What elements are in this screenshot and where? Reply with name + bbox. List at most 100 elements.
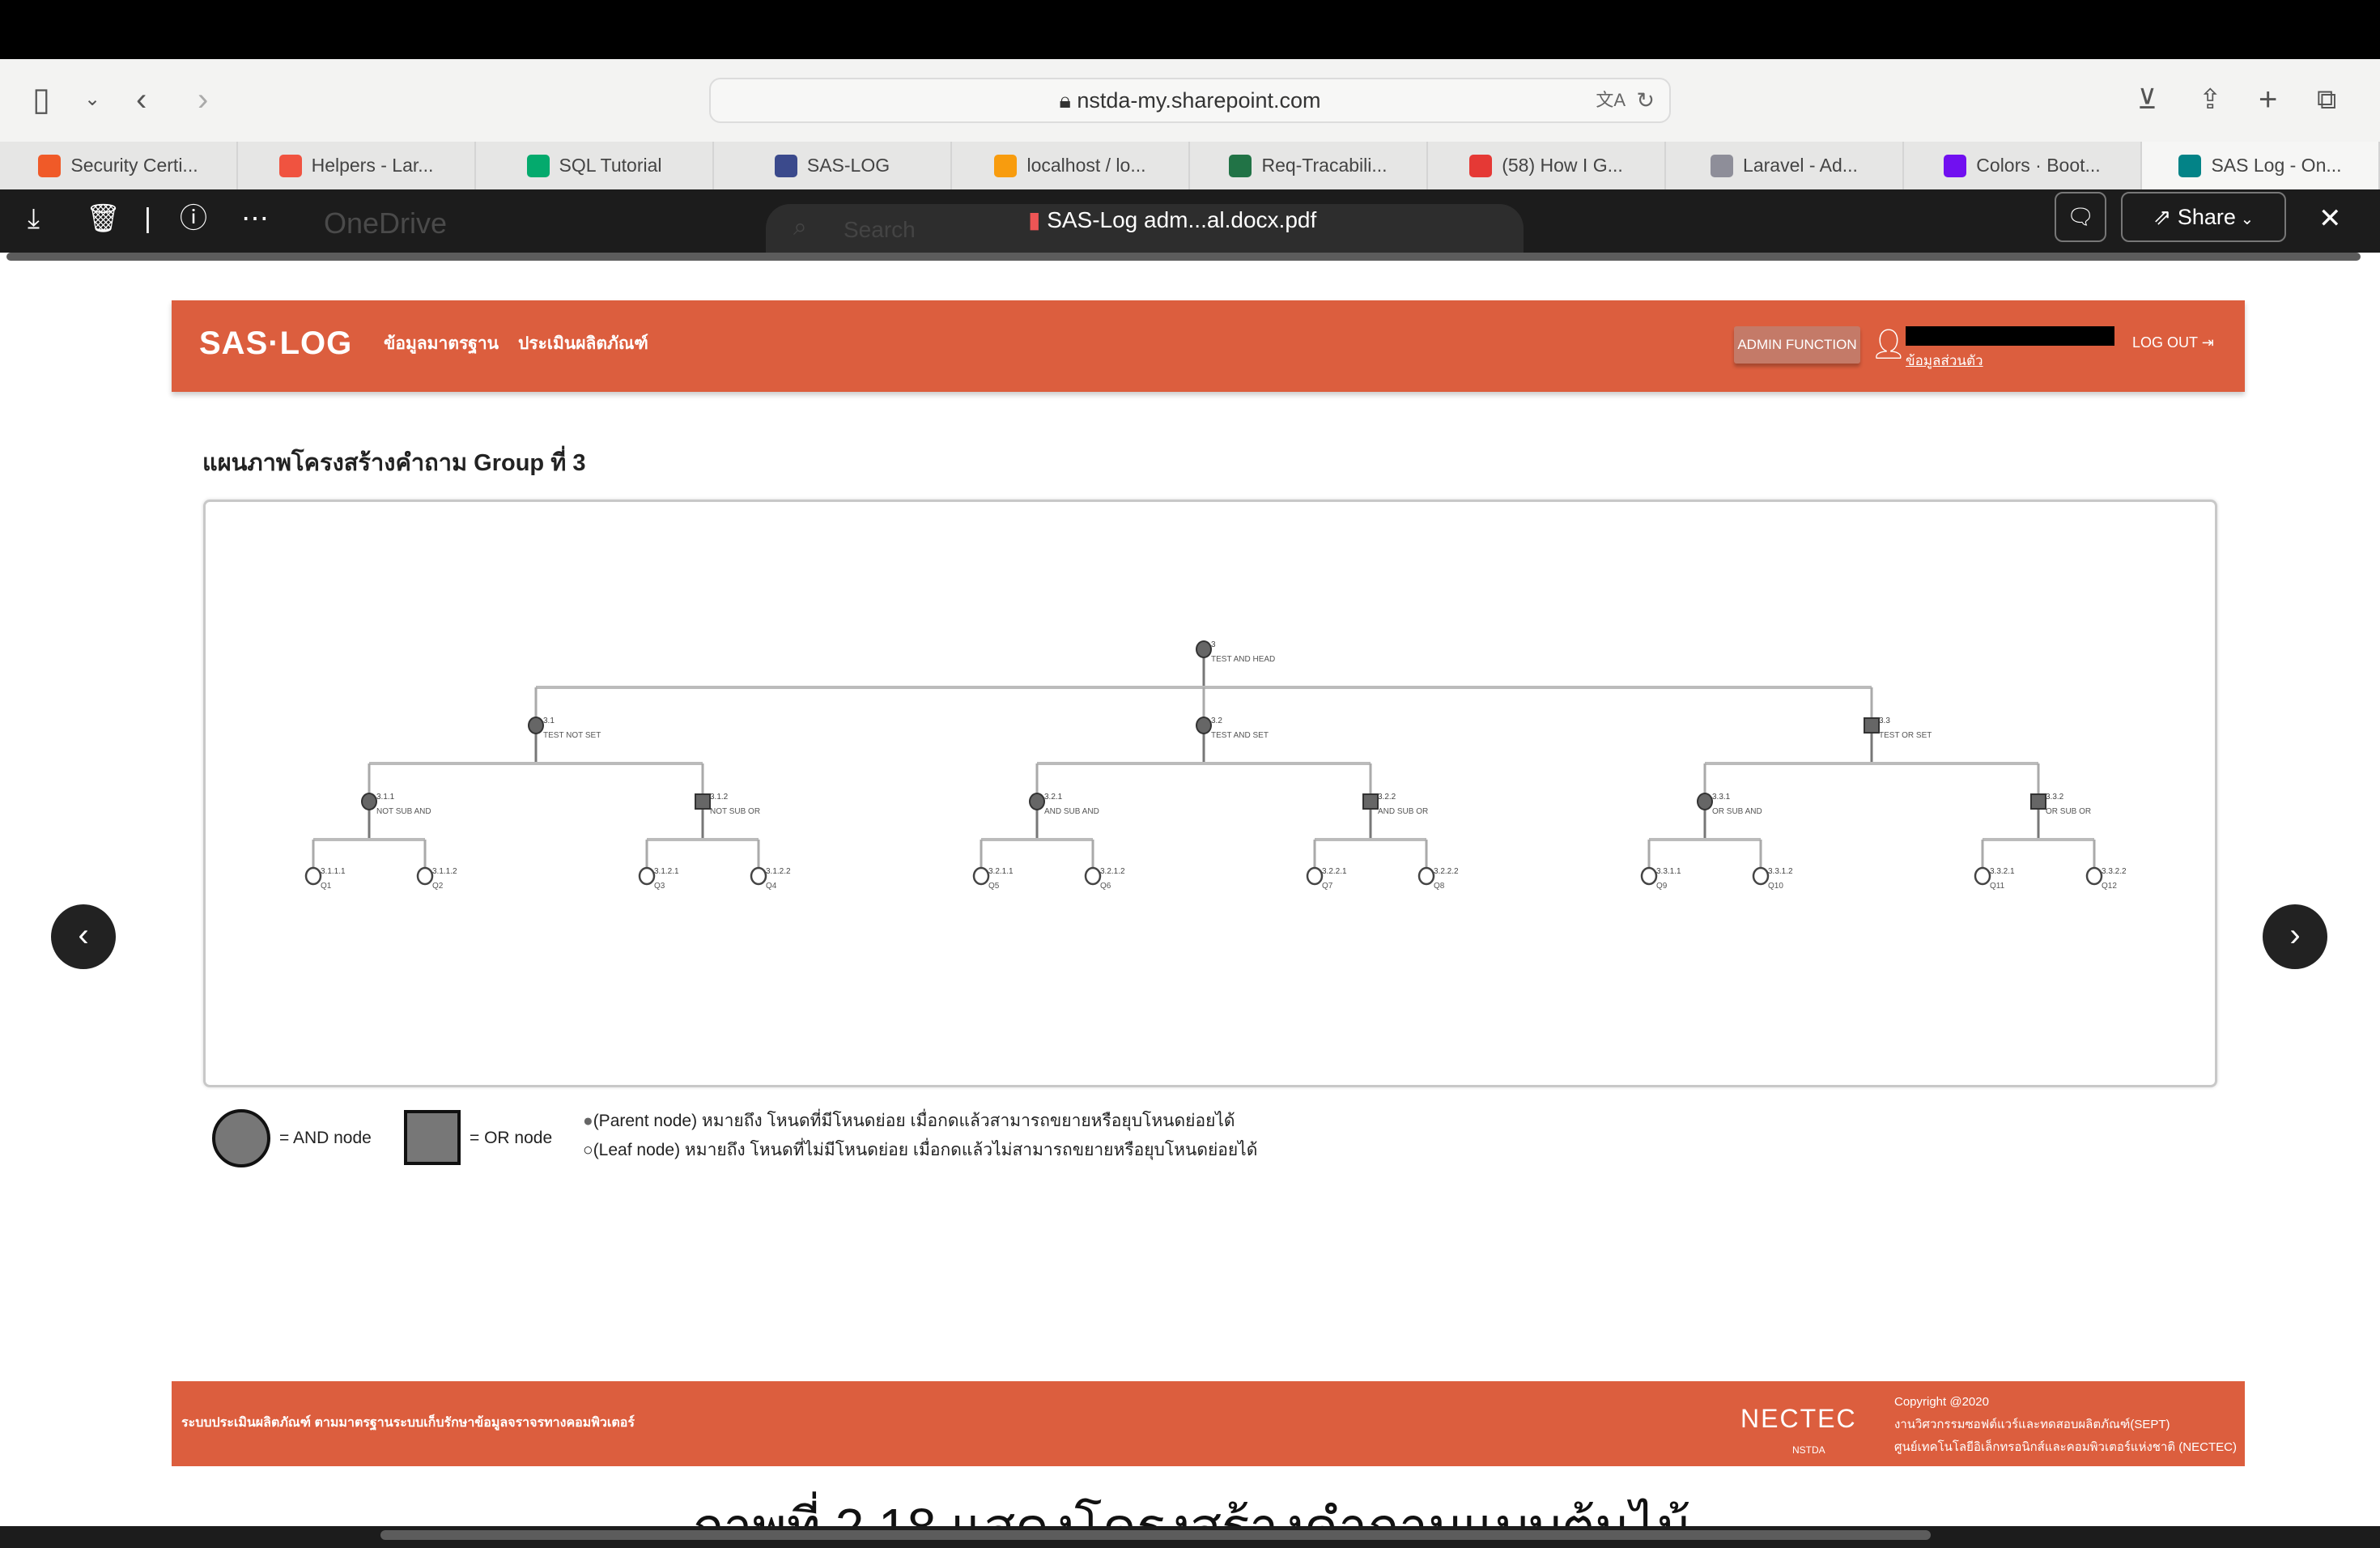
excel-favicon-icon	[1229, 154, 1252, 177]
nav-standard-data[interactable]: ข้อมูลมาตรฐาน	[384, 334, 499, 353]
more-icon[interactable]: ⋯	[241, 203, 269, 234]
saslog-favicon-icon	[774, 154, 797, 177]
browser-tab[interactable]: Req-Tracabili...	[1190, 142, 1428, 189]
laravel-favicon-icon	[278, 154, 302, 177]
browser-tab[interactable]: Laravel - Ad...	[1666, 142, 1904, 189]
profile-link[interactable]: ข้อมูลส่วนตัว	[1906, 353, 1983, 368]
and-node[interactable]	[361, 793, 377, 810]
and-node[interactable]	[1029, 793, 1045, 810]
sidebar-icon[interactable]: ▯	[32, 82, 51, 117]
horizontal-scrollbar-bottom[interactable]	[380, 1530, 1931, 1540]
tab-label: Req-Tracabili...	[1261, 155, 1388, 176]
node-id: 3.1.2.1	[654, 867, 679, 876]
node-name: Q10	[1768, 882, 1783, 891]
tab-label: SAS-LOG	[806, 155, 890, 176]
leaf-node[interactable]	[1306, 866, 1324, 886]
browser-tab[interactable]: SQL Tutorial	[476, 142, 714, 189]
translate-icon[interactable]: 文A	[1596, 90, 1626, 110]
leaf-node-text: (Leaf node) หมายถึง โหนดที่ไม่มีโหนดย่อย…	[593, 1141, 1258, 1159]
or-node[interactable]	[2030, 793, 2046, 810]
pdf-file-icon: ▮	[1028, 207, 1048, 232]
leaf-node[interactable]	[1640, 866, 1658, 886]
user-icon: 👤︎	[1870, 327, 1907, 360]
leaf-node[interactable]	[972, 866, 990, 886]
and-node[interactable]	[1697, 793, 1713, 810]
phpmyadmin-favicon-icon	[994, 154, 1018, 177]
share-icon[interactable]: ⇪	[2199, 84, 2222, 115]
node-name: Q6	[1100, 882, 1111, 891]
browser-tab[interactable]: Colors · Boot...	[1904, 142, 2142, 189]
lock-icon: 🔒︎	[1059, 88, 1077, 113]
saslog-logo[interactable]: SAS·LOG	[199, 325, 353, 361]
download-icon[interactable]: ⤓	[28, 203, 40, 234]
node-name: Q8	[1434, 882, 1445, 891]
logout-icon: ⇥	[2201, 334, 2214, 351]
nav-product-evaluation[interactable]: ประเมินผลิตภัณฑ์	[517, 334, 648, 353]
node-name: Q12	[2102, 882, 2117, 891]
and-node[interactable]	[1196, 640, 1212, 658]
leaf-node[interactable]	[304, 866, 322, 886]
share-icon: ⇗	[2153, 205, 2178, 229]
w3schools-favicon-icon	[526, 154, 550, 177]
browser-tab[interactable]: SAS Log - On...	[2142, 142, 2380, 189]
logout-button[interactable]: LOG OUT ⇥	[2132, 334, 2214, 351]
info-icon[interactable]: ⓘ	[180, 203, 207, 234]
document-title: ▮ SAS-Log adm...al.docx.pdf	[1028, 204, 1316, 236]
download-icon[interactable]: ⊻	[2137, 84, 2157, 115]
or-node[interactable]	[695, 793, 711, 810]
horizontal-scrollbar[interactable]	[6, 253, 2361, 261]
leaf-node[interactable]	[1084, 866, 1102, 886]
leaf-node[interactable]	[416, 866, 434, 886]
tab-label: localhost / lo...	[1026, 155, 1146, 176]
nectec-logo: NECTEC	[1740, 1404, 1857, 1433]
tab-label: SAS Log - On...	[2211, 155, 2342, 176]
browser-tab[interactable]: SAS-LOG	[714, 142, 952, 189]
or-node[interactable]	[1362, 793, 1379, 810]
trash-icon[interactable]: 🗑︎	[86, 203, 121, 234]
admin-function-button[interactable]: ADMIN FUNCTION	[1734, 326, 1860, 364]
search-input[interactable]: ⌕ Search	[766, 204, 1524, 253]
next-page-button[interactable]: ›	[2263, 904, 2327, 969]
footer-org: ศูนย์เทคโนโลยีอิเล็กทรอนิกส์และคอมพิวเตอ…	[1894, 1440, 2237, 1454]
or-node[interactable]	[1864, 717, 1880, 734]
browser-tab[interactable]: Helpers - Lar...	[238, 142, 476, 189]
address-bar[interactable]: 🔒︎ nstda-my.sharepoint.com ↻ 文A	[709, 78, 1671, 123]
node-name: Q9	[1656, 882, 1668, 891]
leaf-node[interactable]	[2085, 866, 2103, 886]
node-name: Q2	[432, 882, 444, 891]
and-node[interactable]	[1196, 717, 1212, 734]
new-tab-icon[interactable]: +	[2259, 82, 2278, 117]
node-id: 3.3.1.1	[1656, 867, 1681, 876]
parent-node-text: (Parent node) หมายถึง โหนดที่มีโหนดย่อย …	[593, 1112, 1235, 1130]
chevron-right-icon: ›	[2289, 917, 2301, 953]
legend-or-label: = OR node	[470, 1129, 553, 1147]
prev-page-button[interactable]: ‹	[51, 904, 116, 969]
reload-icon[interactable]: ↻	[1636, 88, 1655, 113]
leaf-node[interactable]	[750, 866, 767, 886]
bootstrap-favicon-icon	[1944, 154, 1967, 177]
and-node[interactable]	[528, 717, 544, 734]
browser-tab[interactable]: (58) How I G...	[1428, 142, 1666, 189]
browser-tab[interactable]: Security Certi...	[0, 142, 238, 189]
close-icon[interactable]: ✕	[2318, 203, 2342, 234]
comment-button[interactable]: 🗨︎	[2055, 192, 2106, 242]
node-id: 3.1.1.1	[321, 867, 346, 876]
url-text: nstda-my.sharepoint.com	[1077, 88, 1321, 113]
search-icon: ⌕	[793, 214, 807, 240]
chevron-down-icon[interactable]: ⌄	[84, 88, 101, 110]
share-button[interactable]: ⇗ Share ⌄	[2121, 192, 2286, 242]
leaf-node[interactable]	[638, 866, 656, 886]
forward-icon[interactable]: ›	[198, 82, 209, 117]
leaf-node[interactable]	[1417, 866, 1435, 886]
leaf-node[interactable]	[1752, 866, 1770, 886]
nstda-logo: NSTDA	[1792, 1444, 1825, 1456]
tab-label: Helpers - Lar...	[311, 155, 434, 176]
back-icon[interactable]: ‹	[136, 82, 147, 117]
screen-top-bar	[0, 0, 2380, 59]
tabs-overview-icon[interactable]: ⧉	[2317, 84, 2337, 115]
leaf-node[interactable]	[1974, 866, 1991, 886]
browser-tab[interactable]: localhost / lo...	[952, 142, 1190, 189]
node-name: OR SUB OR	[2046, 807, 2091, 816]
tab-label: Laravel - Ad...	[1743, 155, 1858, 176]
node-name: Q4	[766, 882, 777, 891]
